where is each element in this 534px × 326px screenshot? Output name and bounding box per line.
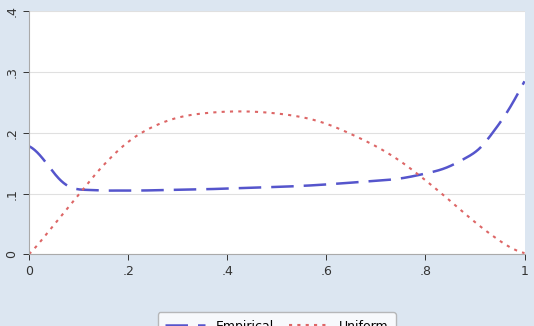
Uniform — [521, 251, 528, 255]
Empirical — [357, 180, 364, 184]
Empirical — [399, 176, 406, 180]
Empirical — [114, 189, 121, 193]
Line: Uniform: Uniform — [29, 111, 524, 254]
Uniform — [319, 120, 325, 124]
Empirical — [251, 185, 257, 189]
Uniform — [26, 252, 32, 256]
Uniform — [357, 137, 364, 141]
Uniform — [153, 123, 160, 127]
Uniform — [399, 161, 406, 165]
Uniform — [251, 110, 257, 114]
Legend: Empirical, Uniform: Empirical, Uniform — [158, 312, 396, 326]
Uniform — [113, 150, 120, 154]
Empirical — [521, 79, 528, 83]
Empirical — [154, 188, 160, 192]
Empirical — [106, 189, 113, 193]
Empirical — [26, 144, 32, 148]
Uniform — [237, 110, 243, 113]
Line: Empirical: Empirical — [29, 81, 524, 191]
Empirical — [319, 183, 325, 187]
